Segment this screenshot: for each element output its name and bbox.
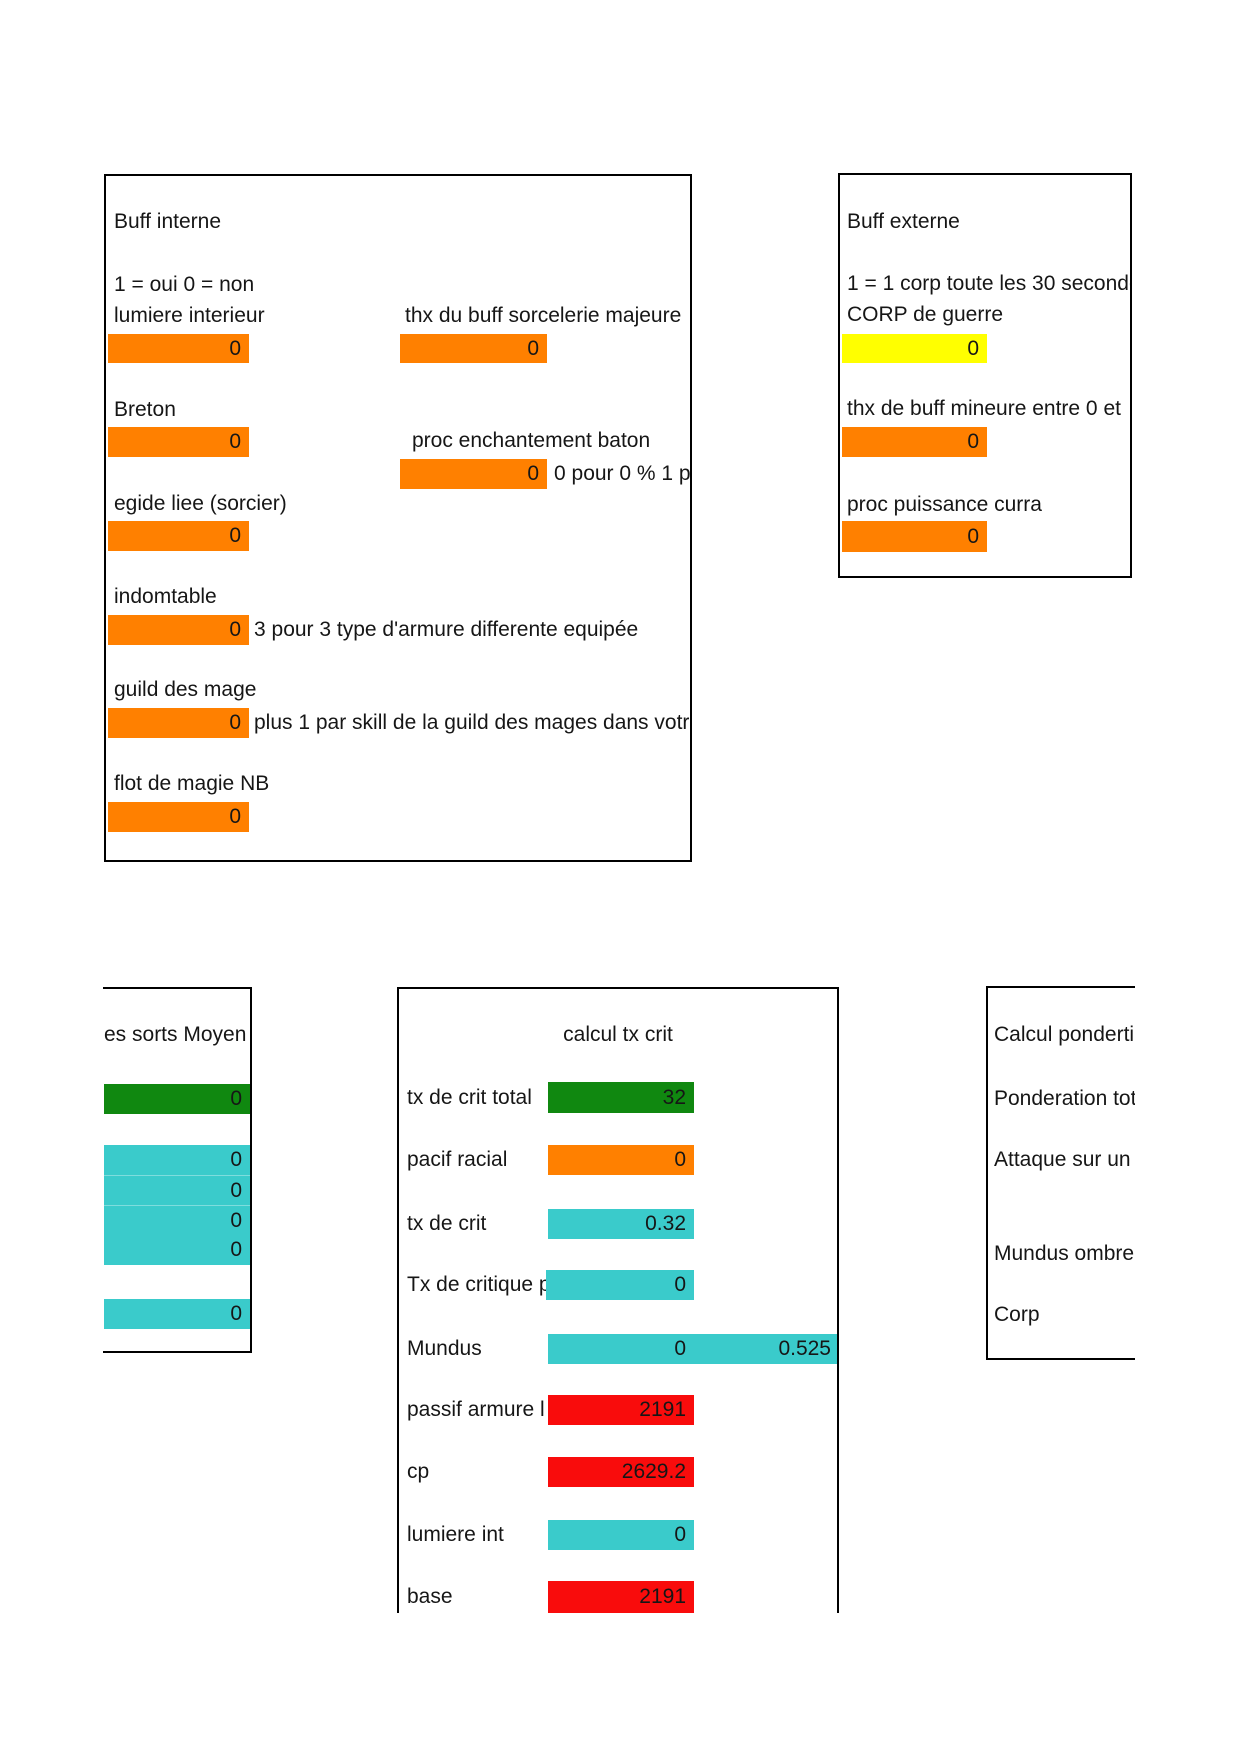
tx-de-crit-total-label: tx de crit total xyxy=(407,1086,532,1109)
calcul-tx-crit-box: calcul tx crit tx de crit total 32 pacif… xyxy=(397,987,839,1613)
lumiere-int-label: lumiere int xyxy=(407,1523,504,1546)
calcul-tx-crit-title: calcul tx crit xyxy=(563,1023,673,1046)
baton-note: 0 pour 0 % 1 p xyxy=(554,462,691,485)
egide-label: egide liee (sorcier) xyxy=(114,492,287,515)
guild-des-mage-note: plus 1 par skill de la guild des mages d… xyxy=(254,711,690,734)
passif-armure-label: passif armure l xyxy=(407,1398,545,1421)
sorts-moyen-cyan-cell: 0 xyxy=(104,1235,250,1265)
sorcelerie-label: thx du buff sorcelerie majeure xyxy=(405,304,682,327)
buff-externe-legend: 1 = 1 corp toute les 30 seconde xyxy=(847,272,1132,295)
guild-des-mage-label: guild des mage xyxy=(114,678,257,701)
baton-label: proc enchantement baton xyxy=(412,429,651,452)
breton-cell: 0 xyxy=(108,427,249,457)
indomtable-note: 3 pour 3 type d'armure differente equipé… xyxy=(254,618,639,641)
buff-mineure-label: thx de buff mineure entre 0 et xyxy=(847,397,1121,420)
tx-de-crit-label: tx de crit xyxy=(407,1212,487,1235)
mundus-label: Mundus xyxy=(407,1337,482,1360)
puissance-curra-cell: 0 xyxy=(842,521,987,552)
flot-de-magie-cell: 0 xyxy=(108,802,249,832)
mundus-ombre-label: Mundus ombre xyxy=(994,1242,1135,1265)
lumiere-interieur-label: lumiere interieur xyxy=(114,304,265,327)
ponderation-tot-label: Ponderation tot xyxy=(994,1087,1135,1110)
corp-label: Corp xyxy=(994,1303,1040,1326)
tx-de-critique-p-label: Tx de critique p xyxy=(407,1273,551,1296)
buff-interne-box: Buff interne 1 = oui 0 = non lumiere int… xyxy=(104,174,692,862)
pacif-racial-label: pacif racial xyxy=(407,1148,508,1171)
mundus-cell-2: 0.525 xyxy=(694,1334,837,1364)
sorts-moyen-box: es sorts Moyen 0 0 0 0 0 0 xyxy=(103,987,252,1353)
corp-de-guerre-cell: 0 xyxy=(842,334,987,363)
buff-externe-box: Buff externe 1 = 1 corp toute les 30 sec… xyxy=(838,173,1132,578)
cp-cell: 2629.2 xyxy=(548,1457,694,1487)
sorts-moyen-single-cell: 0 xyxy=(104,1299,250,1329)
indomtable-cell: 0 xyxy=(108,615,249,645)
sorcelerie-cell: 0 xyxy=(400,334,547,363)
sorts-moyen-title: es sorts Moyen xyxy=(104,1023,247,1046)
tx-de-critique-p-cell: 0 xyxy=(546,1270,694,1300)
buff-interne-legend: 1 = oui 0 = non xyxy=(114,273,255,296)
cp-label: cp xyxy=(407,1460,430,1483)
calcul-ponderation-title: Calcul pondertio xyxy=(994,1023,1135,1046)
base-label: base xyxy=(407,1585,453,1608)
passif-armure-cell: 2191 xyxy=(548,1395,694,1425)
pacif-racial-cell: 0 xyxy=(548,1145,694,1175)
egide-cell: 0 xyxy=(108,521,249,551)
baton-cell: 0 xyxy=(400,459,547,489)
flot-de-magie-label: flot de magie NB xyxy=(114,772,270,795)
corp-de-guerre-label: CORP de guerre xyxy=(847,303,1004,326)
buff-mineure-cell: 0 xyxy=(842,427,987,457)
buff-interne-title: Buff interne xyxy=(114,210,222,233)
sorts-moyen-cyan-cell: 0 xyxy=(104,1175,250,1205)
tx-de-crit-total-cell: 32 xyxy=(548,1082,694,1113)
puissance-curra-label: proc puissance curra xyxy=(847,493,1042,516)
sorts-moyen-green-cell: 0 xyxy=(104,1084,250,1114)
breton-label: Breton xyxy=(114,398,176,421)
guild-des-mage-cell: 0 xyxy=(108,708,249,738)
buff-externe-title: Buff externe xyxy=(847,210,960,233)
tx-de-crit-cell: 0.32 xyxy=(548,1209,694,1239)
sorts-moyen-cyan-cell: 0 xyxy=(104,1205,250,1235)
sorts-moyen-cyan-cell: 0 xyxy=(104,1145,250,1175)
lumiere-int-cell: 0 xyxy=(548,1520,694,1550)
attaque-sur-un-label: Attaque sur un xyxy=(994,1148,1131,1171)
base-cell: 2191 xyxy=(548,1581,694,1613)
calcul-ponderation-box: Calcul pondertio Ponderation tot Attaque… xyxy=(986,986,1135,1360)
lumiere-interieur-cell: 0 xyxy=(108,334,249,363)
mundus-cell: 0 xyxy=(548,1334,694,1364)
indomtable-label: indomtable xyxy=(114,585,217,608)
